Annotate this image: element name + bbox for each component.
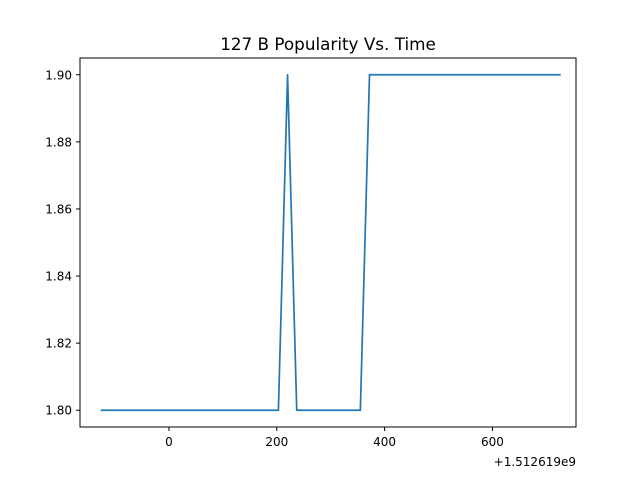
x-tick-label: 400 [373,435,396,449]
series-line [100,73,561,412]
x-axis-offset-label: +1.512619e9 [494,455,576,469]
y-tick-label: 1.80 [45,404,72,418]
y-tick-label: 1.86 [45,202,72,216]
y-tick-label: 1.88 [45,135,72,149]
x-tick-label: 600 [481,435,504,449]
y-axis-ticks: 1.80 1.82 1.84 1.86 1.88 1.90 [45,68,80,418]
plot-axes [79,57,577,428]
plot-area-frame [79,57,577,428]
y-tick-label: 1.84 [45,270,72,284]
chart-title: 127 B Popularity Vs. Time [220,34,436,54]
x-tick-label: 0 [165,435,173,449]
x-axis-ticks: 0 200 400 600 [165,427,504,449]
y-tick-label: 1.90 [45,68,72,82]
y-tick-label: 1.82 [45,337,72,351]
x-tick-label: 200 [265,435,288,449]
series-layer [100,73,561,412]
